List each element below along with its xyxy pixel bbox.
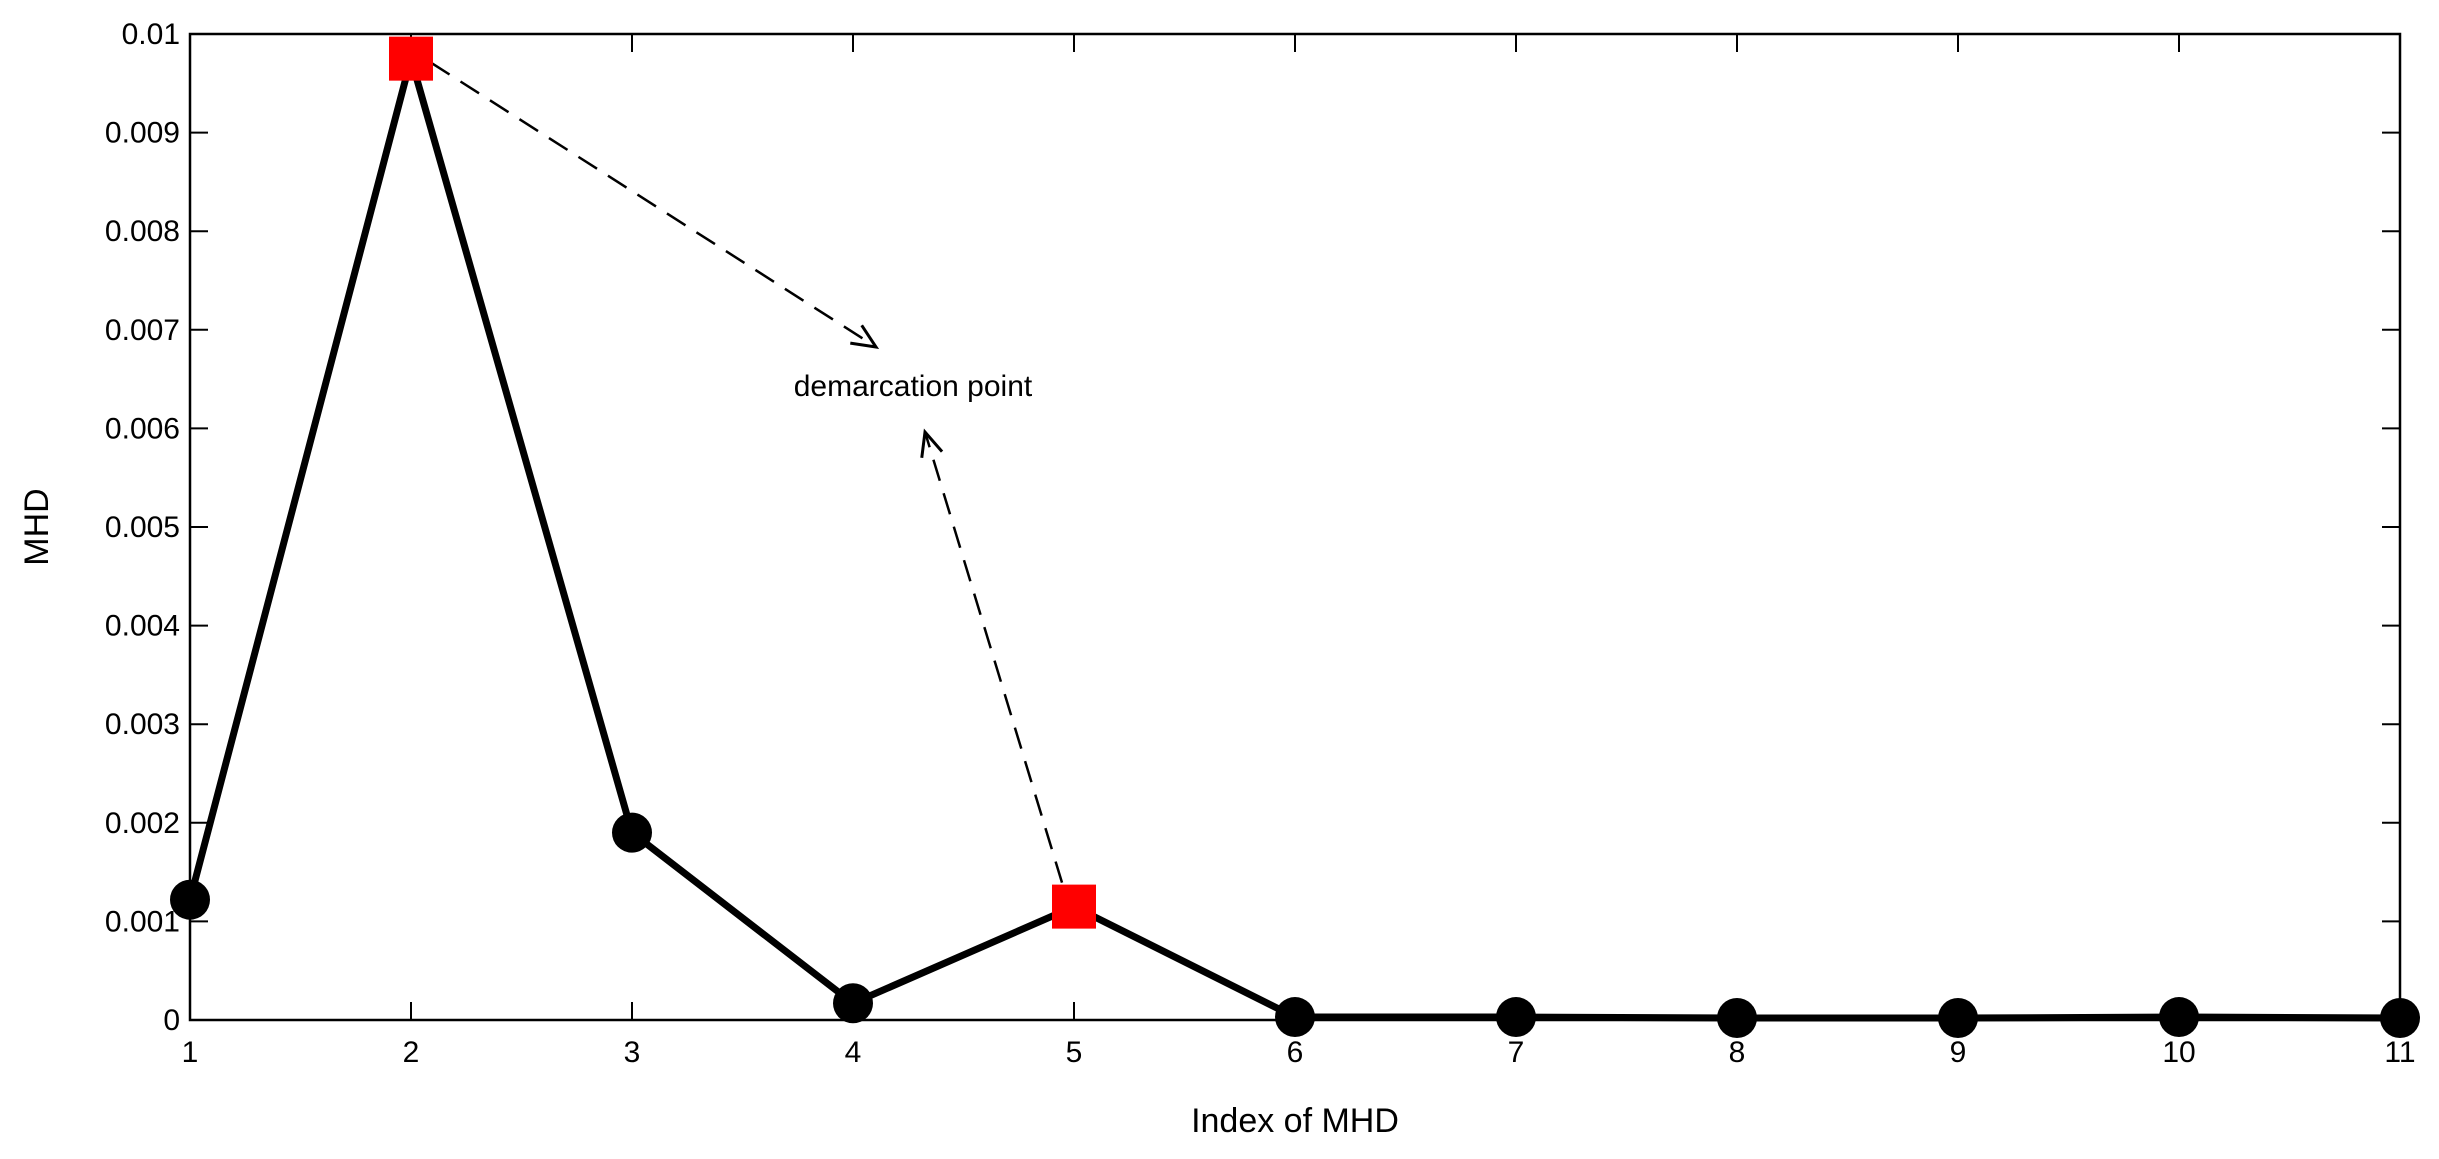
y-axis: 0 0.001 0.002 0.003 0.004 0.005 0.006 0.007 0.00… [105,18,2400,1037]
x-tick-label: 3 [624,1036,641,1069]
annotation-demarcation-point: demarcation point [794,370,1033,403]
data-point-circle [1275,997,1315,1038]
arrow-from-point-5-shaft [923,431,1064,883]
y-tick-label: 0.008 [105,215,180,248]
x-tick-label: 1 [182,1036,199,1069]
x-tick-label: 4 [845,1036,862,1069]
plot-area [188,32,2402,1022]
x-tick-label: 5 [1066,1036,1083,1069]
x-axis-title: Index of MHD [1191,1102,1399,1140]
data-point-square [389,36,433,81]
y-tick-label: 0.003 [105,708,180,741]
data-point-circle [2159,997,2199,1038]
y-tick-label: 0.005 [105,511,180,544]
y-tick-label: 0 [163,1004,180,1037]
data-point-square [1052,884,1096,929]
y-tick-label: 0.009 [105,117,180,150]
data-point-circle [1938,998,1978,1039]
x-tick-label: 11 [2384,1036,2415,1069]
data-point-circle [1496,997,1536,1038]
annotation-arrows [430,61,1064,883]
arrow-from-point-2-head [850,324,880,349]
y-tick-label: 0.01 [122,18,180,51]
x-tick-label: 6 [1287,1036,1304,1069]
y-tick-label: 0.001 [105,905,180,938]
x-tick-label: 9 [1950,1036,1967,1069]
y-tick-label: 0.006 [105,412,180,445]
y-axis-title: MHD [18,488,56,565]
data-point-circle [2380,998,2420,1039]
arrow-from-point-5-head [920,428,944,458]
data-point-circle [612,812,652,853]
arrow-from-point-2-shaft [430,61,877,349]
x-tick-label: 10 [2162,1036,2195,1069]
data-point-circle [833,983,873,1024]
y-tick-label: 0.002 [105,807,180,840]
y-tick-label: 0.004 [105,610,180,643]
data-point-circle [170,879,210,920]
data-markers [170,36,2420,1039]
x-tick-label: 8 [1729,1036,1746,1069]
data-point-circle [1717,998,1757,1039]
y-tick-label: 0.007 [105,314,180,347]
x-tick-label: 7 [1508,1036,1525,1069]
x-tick-label: 2 [403,1036,420,1069]
